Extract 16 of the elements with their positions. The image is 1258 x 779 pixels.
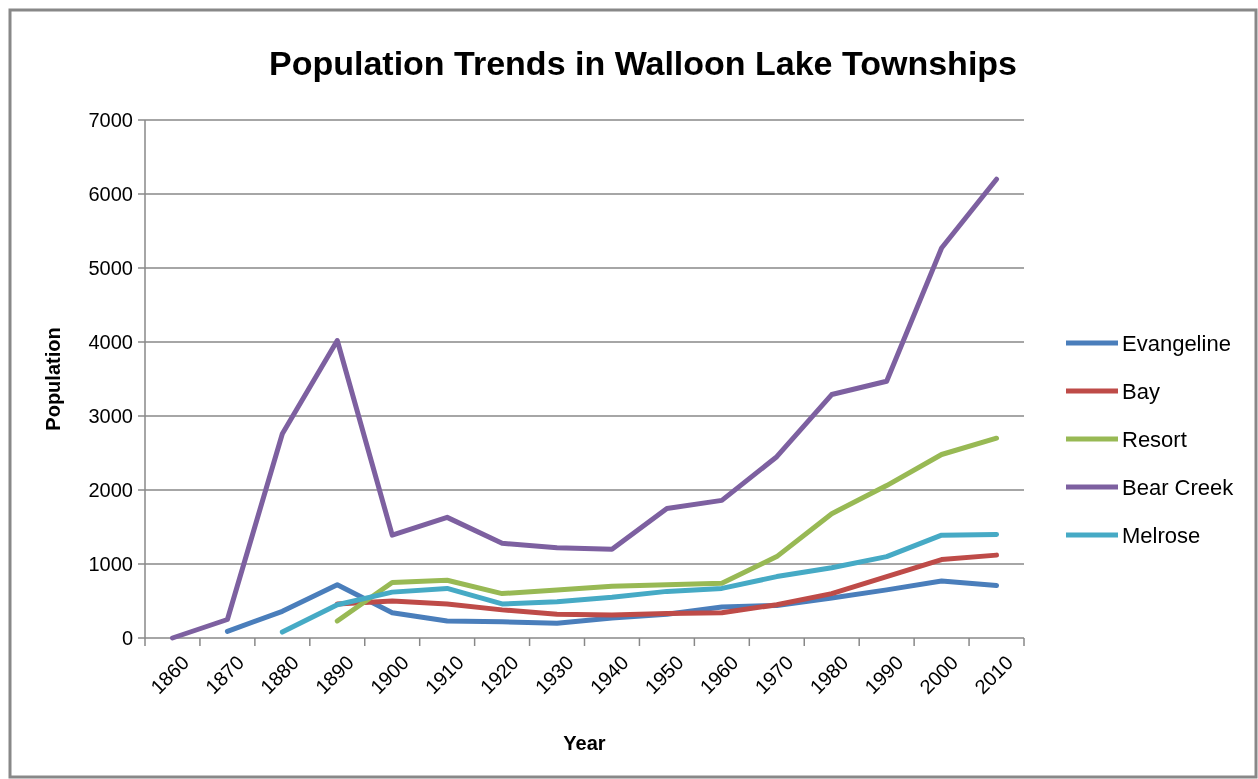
chart-title: Population Trends in Walloon Lake Townships [268, 44, 1018, 82]
y-tick-label: 0 [121, 627, 133, 649]
y-tick-label: 5000 [88, 257, 133, 279]
legend-label: Bay [1122, 378, 1160, 404]
legend-label: Melrose [1122, 522, 1201, 548]
y-tick-label: 1000 [88, 553, 133, 575]
y-tick-label: 7000 [88, 109, 133, 131]
y-tick-label: 4000 [88, 331, 133, 353]
y-tick-label: 3000 [88, 405, 133, 427]
y-tick-label: 6000 [88, 183, 133, 205]
y-tick-label: 2000 [88, 479, 133, 501]
legend-label: Bear Creek [1122, 474, 1235, 500]
legend-label: Evangeline [1122, 330, 1231, 356]
y-axis-title: Population [42, 327, 64, 431]
legend-label: Resort [1122, 426, 1187, 452]
x-axis-title: Year [563, 732, 606, 754]
